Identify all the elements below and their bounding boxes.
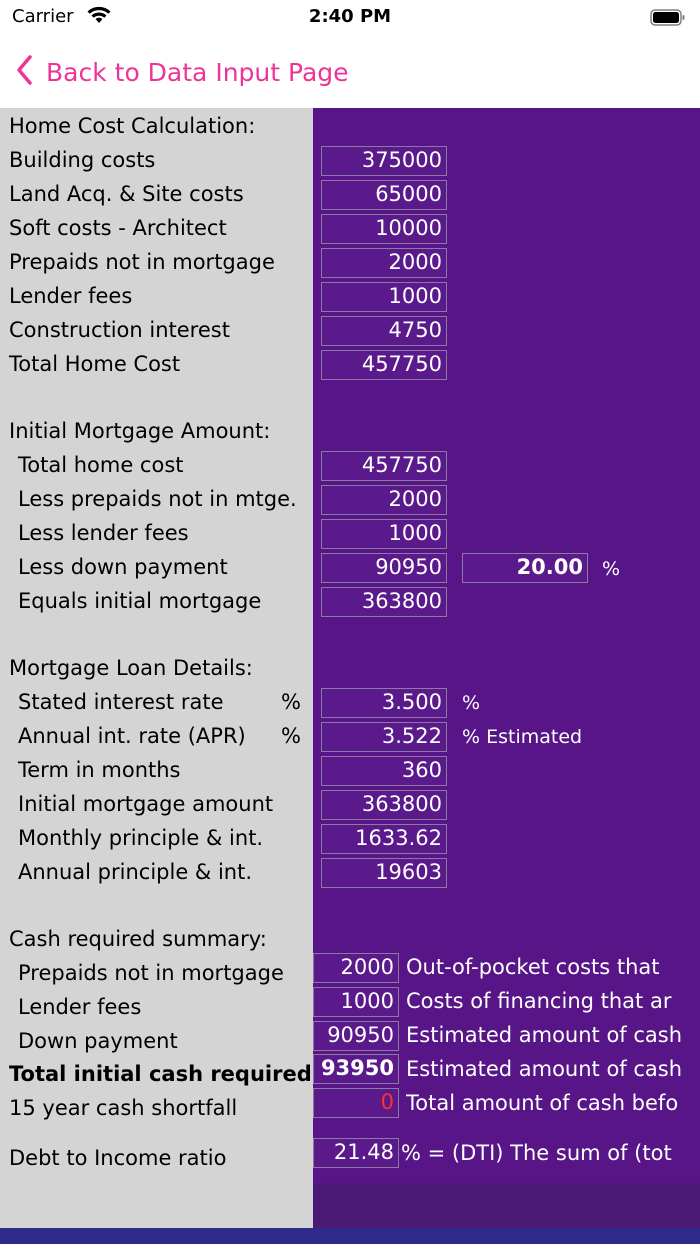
cash-lender-fees-value: 1000 [313,987,399,1017]
less-prepaids-value: 2000 [321,485,447,515]
land-costs-value: 65000 [321,180,447,210]
total-cash-required-label: Total initial cash required [9,1062,312,1086]
building-costs-value: 375000 [321,146,447,176]
labels-panel [0,108,313,1228]
down-payment-percent-field: 20.00 [462,553,588,583]
wifi-icon [86,5,112,29]
stated-rate-unit: % [462,692,481,714]
values-panel-footer [313,1183,700,1228]
carrier-label: Carrier [12,6,74,27]
cash-lender-fees-label: Lender fees [18,995,142,1019]
cash-summary-header: Cash required summary: [9,927,267,951]
less-down-payment-value: 90950 [321,553,447,583]
navigation-bar: Back to Data Input Page [0,36,700,108]
soft-costs-value: 10000 [321,214,447,244]
soft-costs-label: Soft costs - Architect [9,216,227,240]
battery-icon [650,9,685,26]
land-costs-label: Land Acq. & Site costs [9,182,244,206]
cash-down-payment-value: 90950 [313,1021,399,1051]
equals-initial-mortgage-label: Equals initial mortgage [18,589,262,613]
monthly-pi-value: 1633.62 [321,824,447,854]
annual-pi-value: 19603 [321,858,447,888]
back-button[interactable]: Back to Data Input Page [16,52,349,92]
apr-value: 3.522 [321,722,447,752]
equals-initial-mortgage-value: 363800 [321,587,447,617]
status-bar: Carrier 2:40 PM [0,0,700,36]
back-button-label: Back to Data Input Page [46,57,349,87]
cash-lender-fees-description: Costs of financing that ar [406,989,672,1013]
less-prepaids-label: Less prepaids not in mtge. [18,487,297,511]
less-lender-fees-label: Less lender fees [18,521,189,545]
prepaids-label: Prepaids not in mortgage [9,250,275,274]
construction-interest-label: Construction interest [9,318,230,342]
stated-rate-label: Stated interest rate [18,690,224,714]
chevron-left-icon [16,55,32,89]
apr-label: Annual int. rate (APR) [18,724,246,748]
total-cash-required-description: Estimated amount of cash [406,1057,683,1081]
cash-prepaids-label: Prepaids not in mortgage [18,961,284,985]
home-cost-header: Home Cost Calculation: [9,114,256,138]
stated-rate-value: 3.500 [321,688,447,718]
lender-fees-value: 1000 [321,282,447,312]
monthly-pi-label: Monthly principle & int. [18,826,264,850]
status-time: 2:40 PM [308,6,392,27]
cash-prepaids-description: Out-of-pocket costs that [406,955,660,979]
lender-fees-label: Lender fees [9,284,133,308]
building-costs-label: Building costs [9,148,156,172]
term-months-value: 360 [321,756,447,786]
total-home-cost-value: 457750 [321,350,447,380]
annual-pi-label: Annual principle & int. [18,860,253,884]
initial-mortgage-header: Initial Mortgage Amount: [9,419,271,443]
bottom-bar [0,1228,700,1244]
stated-rate-percent-suffix: % [281,690,301,714]
cash-down-payment-description: Estimated amount of cash [406,1023,683,1047]
apr-percent-suffix: % [281,724,301,748]
less-lender-fees-value: 1000 [321,519,447,549]
construction-interest-value: 4750 [321,316,447,346]
total-home-cost-2-value: 457750 [321,451,447,481]
total-home-cost-2-label: Total home cost [18,453,184,477]
total-cash-required-value: 93950 [313,1054,399,1084]
down-payment-percent-unit: % [602,558,621,580]
cash-shortfall-label: 15 year cash shortfall [9,1096,238,1120]
dti-label: Debt to Income ratio [9,1146,227,1170]
initial-mortgage-amount-value: 363800 [321,790,447,820]
dti-description: % = (DTI) The sum of (tot [401,1141,672,1165]
cash-down-payment-label: Down payment [18,1029,178,1053]
dti-value: 21.48 [313,1138,399,1168]
prepaids-value: 2000 [321,248,447,278]
apr-unit: % Estimated [462,726,583,748]
cash-shortfall-description: Total amount of cash befo [406,1091,679,1115]
term-months-label: Term in months [18,758,181,782]
cash-prepaids-value: 2000 [313,953,399,983]
loan-details-header: Mortgage Loan Details: [9,656,253,680]
cash-shortfall-value: 0 [313,1088,399,1118]
total-home-cost-label: Total Home Cost [9,352,181,376]
initial-mortgage-amount-label: Initial mortgage amount [18,792,274,816]
less-down-payment-label: Less down payment [18,555,228,579]
